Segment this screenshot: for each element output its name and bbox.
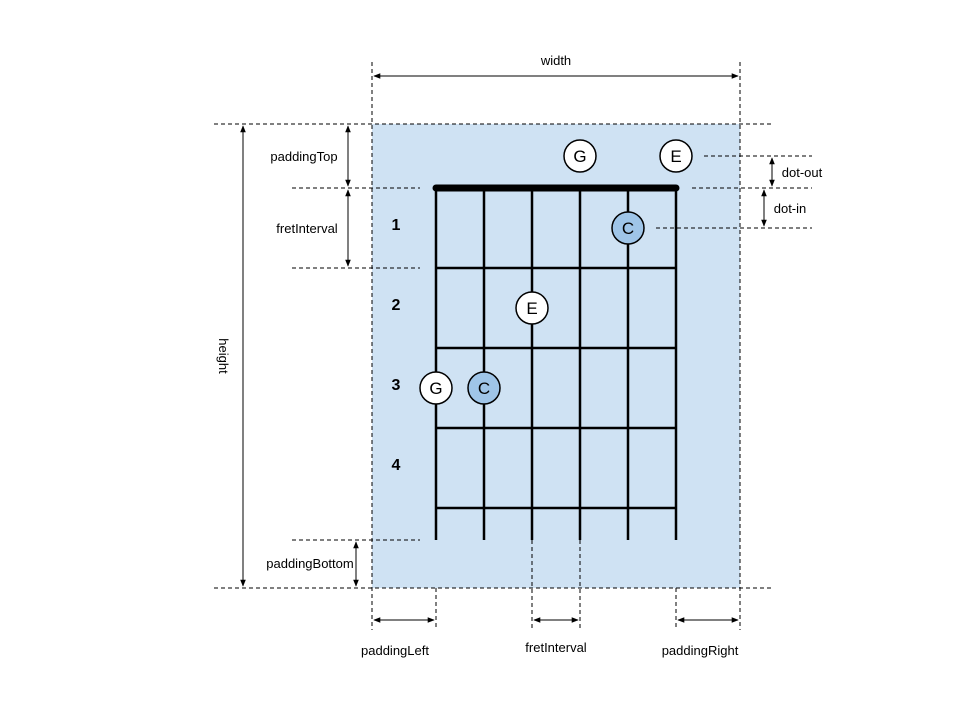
- fretboard: [432, 184, 680, 540]
- width-label: width: [540, 53, 571, 68]
- dot-fret3-g: G: [419, 371, 453, 405]
- fret-interval-side-label: fretInterval: [276, 221, 338, 236]
- svg-text:E: E: [670, 147, 681, 166]
- fret-number-3: 3: [392, 377, 401, 394]
- guide-lines: [214, 62, 812, 630]
- height-label: height: [216, 338, 231, 374]
- padding-top-label: paddingTop: [270, 149, 337, 164]
- svg-text:C: C: [622, 219, 634, 238]
- svg-text:G: G: [429, 379, 442, 398]
- dot-in-label: dot-in: [774, 201, 807, 216]
- dot-out-label: dot-out: [782, 165, 823, 180]
- padding-right-label: paddingRight: [662, 643, 739, 658]
- padding-left-label: paddingLeft: [361, 643, 429, 658]
- svg-text:C: C: [478, 379, 490, 398]
- dot-fret1-c: C: [611, 211, 645, 245]
- fret-number-4: 4: [392, 457, 401, 474]
- dot-fret2-e: E: [515, 291, 549, 325]
- frets: [436, 266, 676, 510]
- dot-open-e: E: [659, 139, 693, 173]
- svg-text:E: E: [526, 299, 537, 318]
- fret-interval-bottom-label: fretInterval: [525, 640, 587, 655]
- padding-bottom-label: paddingBottom: [266, 556, 353, 571]
- strings: [434, 188, 678, 540]
- dot-open-g: G: [563, 139, 597, 173]
- dot-fret3-c: C: [467, 371, 501, 405]
- svg-text:G: G: [573, 147, 586, 166]
- fret-number-1: 1: [392, 217, 401, 234]
- board-background: [372, 124, 740, 588]
- fret-number-2: 2: [392, 297, 401, 314]
